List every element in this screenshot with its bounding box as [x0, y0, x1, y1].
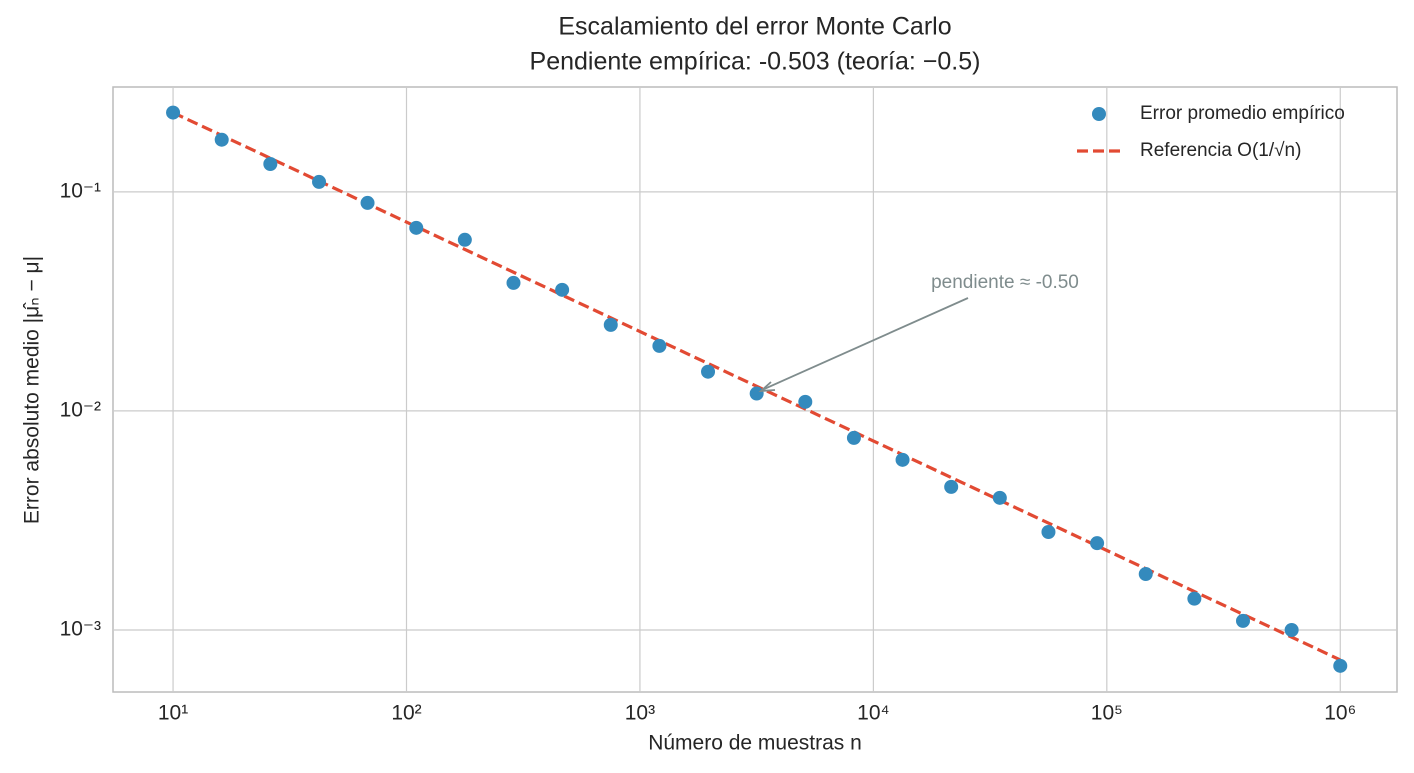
point	[263, 156, 278, 171]
x-tick-label: 10⁴	[857, 702, 889, 725]
point	[1187, 591, 1202, 606]
chart-title: Escalamiento del error Monte Carlo	[558, 13, 951, 41]
x-tick-label: 10⁵	[1091, 702, 1123, 725]
point	[1041, 525, 1056, 540]
x-axis-label: Número de muestras n	[648, 732, 862, 755]
point	[312, 174, 327, 189]
point	[652, 338, 667, 353]
y-tick-label: 10⁻¹	[60, 179, 101, 202]
point	[166, 105, 181, 120]
point	[360, 195, 375, 210]
point	[457, 232, 472, 247]
point	[555, 282, 570, 297]
point	[798, 394, 813, 409]
marks	[166, 105, 1348, 673]
point	[846, 430, 861, 445]
legend-label: Referencia O(1/√n)	[1140, 140, 1301, 161]
point	[992, 490, 1007, 505]
point	[1333, 658, 1348, 673]
legend-label: Error promedio empírico	[1140, 103, 1345, 124]
x-tick-label: 10³	[625, 702, 655, 725]
x-tick-label: 10²	[391, 702, 421, 725]
y-tick-label: 10⁻²	[60, 398, 101, 421]
point	[1138, 567, 1153, 582]
point	[506, 275, 521, 290]
point	[1090, 536, 1105, 551]
point	[1284, 622, 1299, 637]
point	[944, 479, 959, 494]
point	[895, 452, 910, 467]
annotation-arrowhead	[758, 381, 776, 393]
legend: Error promedio empírico Referencia O(1/√n…	[1077, 103, 1345, 161]
point	[749, 386, 764, 401]
point	[1235, 613, 1250, 628]
annotation: pendiente ≈ -0.50	[931, 272, 1079, 293]
point	[603, 317, 618, 332]
x-tick-label: 10⁶	[1324, 702, 1356, 725]
chart-subtitle: Pendiente empírica: -0.503 (teoría: −0.5…	[530, 48, 981, 76]
annotation-arrow	[761, 297, 969, 391]
y-tick-label: 10⁻³	[60, 618, 101, 641]
point	[214, 132, 229, 147]
y-axis-label: Error absoluto medio |μ̂ₙ − μ|	[21, 256, 44, 524]
point	[701, 364, 716, 379]
grid	[113, 87, 1397, 692]
point	[409, 220, 424, 235]
x-tick-label: 10¹	[158, 702, 188, 725]
legend-swatch	[1092, 107, 1106, 121]
